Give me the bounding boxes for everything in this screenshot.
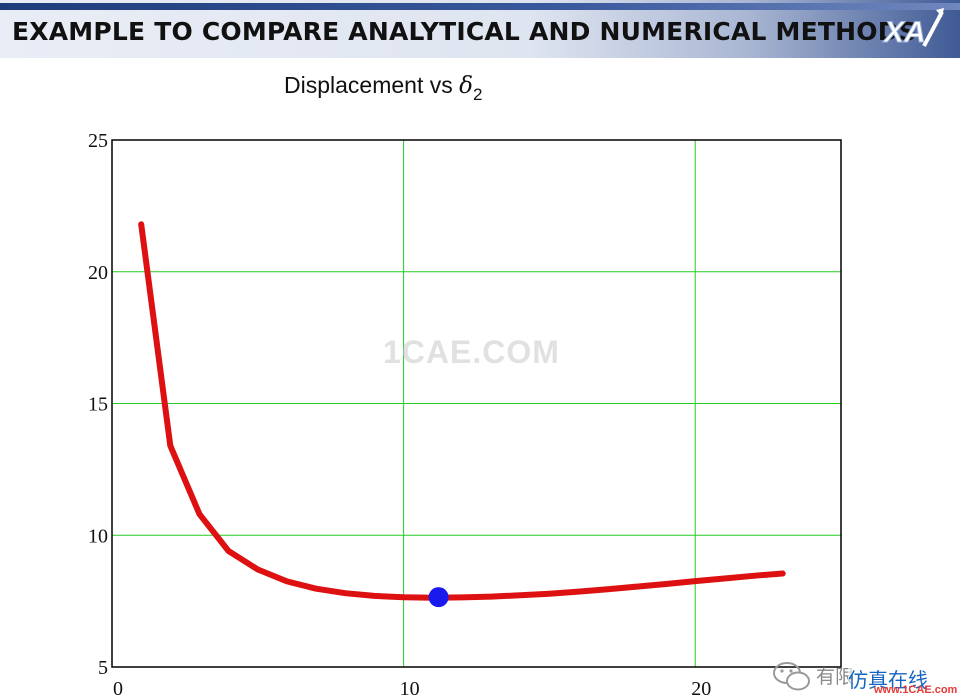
chart-title: Displacement vs δ2: [284, 72, 482, 105]
chart-title-text: Displacement vs: [284, 72, 460, 98]
slide-header: EXAMPLE TO COMPARE ANALYTICAL AND NUMERI…: [0, 0, 960, 58]
x-tick-label: 10: [400, 678, 420, 700]
series-line: [138, 221, 786, 601]
y-tick-label: 10: [88, 525, 108, 547]
slide-title: EXAMPLE TO COMPARE ANALYTICAL AND NUMERI…: [12, 17, 917, 46]
y-tick-label: 20: [88, 262, 108, 284]
watermark-cn-left: 有限: [816, 666, 855, 688]
header-accent-bar: [0, 3, 960, 10]
watermark-url: www.1CAE.com: [874, 684, 958, 696]
logo-icon: XA: [882, 8, 944, 50]
watermark-center: 1CAE.COM: [383, 334, 560, 370]
chart-title-subscript: 2: [472, 85, 483, 104]
svg-text:XA: XA: [882, 16, 926, 49]
watermark-cn-right: 仿真在线: [848, 664, 928, 693]
y-tick-label: 25: [88, 130, 108, 152]
y-tick-label: 5: [98, 657, 108, 679]
x-tick-label: 0: [113, 678, 123, 700]
chart-title-symbol: δ: [459, 73, 473, 99]
plot-frame: [111, 139, 842, 668]
x-tick-label: 20: [691, 678, 711, 700]
wechat-icon: [773, 662, 810, 691]
y-tick-label: 15: [88, 394, 108, 416]
highlight-point: [428, 587, 449, 608]
